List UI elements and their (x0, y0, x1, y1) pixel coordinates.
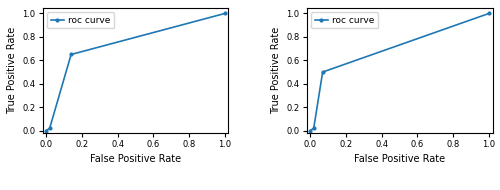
Line: roc curve: roc curve (308, 11, 492, 133)
X-axis label: False Positive Rate: False Positive Rate (90, 154, 181, 165)
Line: roc curve: roc curve (44, 11, 228, 133)
Legend: roc curve: roc curve (47, 12, 114, 28)
roc curve (310, 127, 316, 129)
Legend: roc curve: roc curve (311, 12, 378, 28)
roc curve (307, 130, 313, 132)
roc curve (320, 71, 326, 73)
roc curve (68, 53, 74, 56)
Y-axis label: True Positive Rate: True Positive Rate (6, 27, 17, 114)
roc curve (46, 127, 52, 129)
roc curve (486, 12, 492, 15)
roc curve (43, 130, 49, 132)
Y-axis label: True Positive Rate: True Positive Rate (271, 27, 281, 114)
roc curve (222, 12, 228, 15)
X-axis label: False Positive Rate: False Positive Rate (354, 154, 445, 165)
